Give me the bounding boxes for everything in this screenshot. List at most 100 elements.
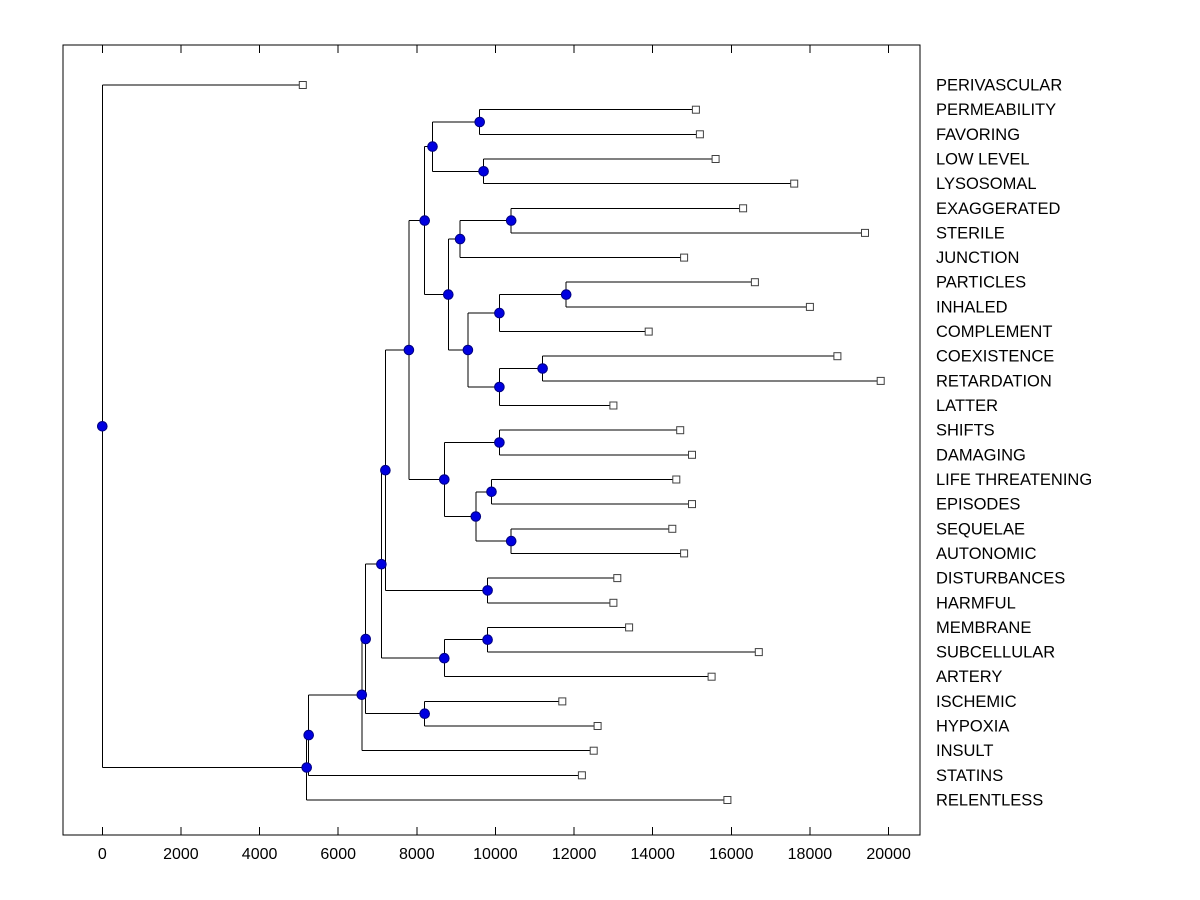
leaf-label: AUTONOMIC	[936, 545, 1037, 563]
branch-node-marker	[478, 166, 489, 177]
branch-node-marker	[376, 558, 387, 570]
branch-node-marker	[505, 215, 517, 226]
branch-node-marker	[470, 511, 482, 522]
leaf-label: RELENTLESS	[936, 792, 1043, 810]
branch-node-marker	[356, 689, 368, 701]
branch-node-marker	[301, 762, 313, 773]
leaf-label: PARTICLES	[936, 274, 1026, 292]
x-tick-label: 14000	[630, 846, 675, 863]
branch-node-marker	[439, 474, 450, 485]
leaf-label: INSULT	[936, 742, 993, 760]
leaf-label: LATTER	[936, 397, 998, 415]
leaf-node-marker	[668, 524, 677, 533]
leaf-node-marker	[589, 746, 598, 755]
x-tick-label: 12000	[552, 846, 597, 863]
leaf-node-marker	[711, 155, 720, 163]
x-tick-label: 6000	[320, 846, 356, 863]
leaf-node-marker	[613, 574, 622, 583]
branch-node-marker	[505, 535, 517, 547]
x-tick-label: 4000	[242, 846, 278, 863]
x-tick-label: 0	[98, 846, 107, 863]
leaf-label: SEQUELAE	[936, 520, 1025, 538]
leaf-node-marker	[861, 228, 869, 237]
leaf-node-marker	[676, 426, 685, 435]
leaf-label: EXAGGERATED	[936, 200, 1060, 218]
branch-node-marker	[486, 486, 497, 498]
branch-node-marker	[560, 289, 572, 300]
branch-node-marker	[97, 421, 108, 432]
leaf-node-marker	[876, 376, 885, 385]
leaf-node-marker	[625, 623, 634, 632]
branch-node-marker	[439, 652, 450, 664]
leaf-node-marker	[298, 81, 307, 89]
leaf-node-marker	[750, 278, 759, 287]
leaf-node-marker	[790, 179, 799, 188]
leaf-node-marker	[754, 648, 763, 657]
leaf-label: PERMEABILITY	[936, 101, 1056, 119]
leaf-label: EPISODES	[936, 496, 1020, 514]
leaf-node-marker	[609, 401, 618, 410]
leaf-label: STERILE	[936, 224, 1005, 242]
leaf-label: JUNCTION	[936, 249, 1019, 267]
leaf-node-marker	[672, 475, 681, 484]
x-tick-label: 18000	[788, 846, 833, 863]
branch-node-marker	[419, 708, 431, 720]
leaf-node-marker	[688, 450, 696, 459]
x-tick-label: 8000	[399, 846, 435, 863]
x-tick-label: 20000	[866, 846, 911, 863]
branch-node-marker	[403, 344, 415, 356]
leaf-label: DISTURBANCES	[936, 570, 1065, 588]
x-tick-label: 16000	[709, 846, 754, 863]
branch-node-marker	[482, 585, 493, 596]
branch-node-marker	[494, 381, 505, 393]
branch-node-marker	[494, 437, 505, 448]
leaf-label: HYPOXIA	[936, 718, 1009, 736]
branch-node-marker	[303, 729, 315, 741]
branch-node-marker	[427, 141, 438, 152]
leaf-node-marker	[680, 253, 689, 262]
branch-node-marker	[443, 289, 454, 300]
branch-node-marker	[462, 344, 474, 356]
leaf-node-marker	[695, 130, 704, 139]
leaf-label: INHALED	[936, 298, 1008, 316]
leaf-label: HARMFUL	[936, 594, 1016, 612]
leaf-label: PERIVASCULAR	[936, 77, 1062, 95]
leaf-label: RETARDATION	[936, 372, 1052, 390]
branch-node-marker	[380, 464, 391, 476]
leaf-node-marker	[833, 352, 842, 361]
branch-node-marker	[494, 307, 505, 319]
plot-box	[62, 44, 921, 836]
branch-node-marker	[360, 633, 372, 645]
leaf-label: COEXISTENCE	[936, 348, 1054, 366]
leaf-label: LOW LEVEL	[936, 151, 1030, 169]
branch-node-marker	[537, 363, 548, 374]
leaf-label: SUBCELLULAR	[936, 644, 1055, 662]
leaf-node-marker	[691, 105, 700, 114]
branch-node-marker	[482, 634, 493, 646]
leaf-label: FAVORING	[936, 126, 1020, 144]
leaf-node-marker	[707, 672, 716, 681]
leaf-label: MEMBRANE	[936, 619, 1031, 637]
x-tick-label: 2000	[163, 846, 199, 863]
leaf-node-marker	[558, 697, 567, 706]
leaf-label: LIFE THREATENING	[936, 471, 1092, 489]
leaf-label: LYSOSOMAL	[936, 175, 1037, 193]
leaf-label: DAMAGING	[936, 446, 1026, 464]
leaf-node-marker	[609, 598, 618, 607]
leaf-node-marker	[577, 771, 586, 780]
leaf-node-marker	[723, 796, 732, 804]
leaf-label: COMPLEMENT	[936, 323, 1052, 341]
leaf-node-marker	[688, 500, 696, 509]
leaf-node-marker	[644, 327, 653, 336]
leaf-node-marker	[680, 549, 689, 558]
leaf-label: STATINS	[936, 767, 1003, 785]
branch-node-marker	[454, 233, 466, 245]
x-tick-label: 10000	[473, 846, 518, 863]
leaf-label: ISCHEMIC	[936, 693, 1017, 711]
leaf-node-marker	[805, 302, 814, 311]
leaf-node-marker	[739, 204, 748, 213]
branch-node-marker	[474, 116, 486, 128]
leaf-label: SHIFTS	[936, 422, 995, 440]
